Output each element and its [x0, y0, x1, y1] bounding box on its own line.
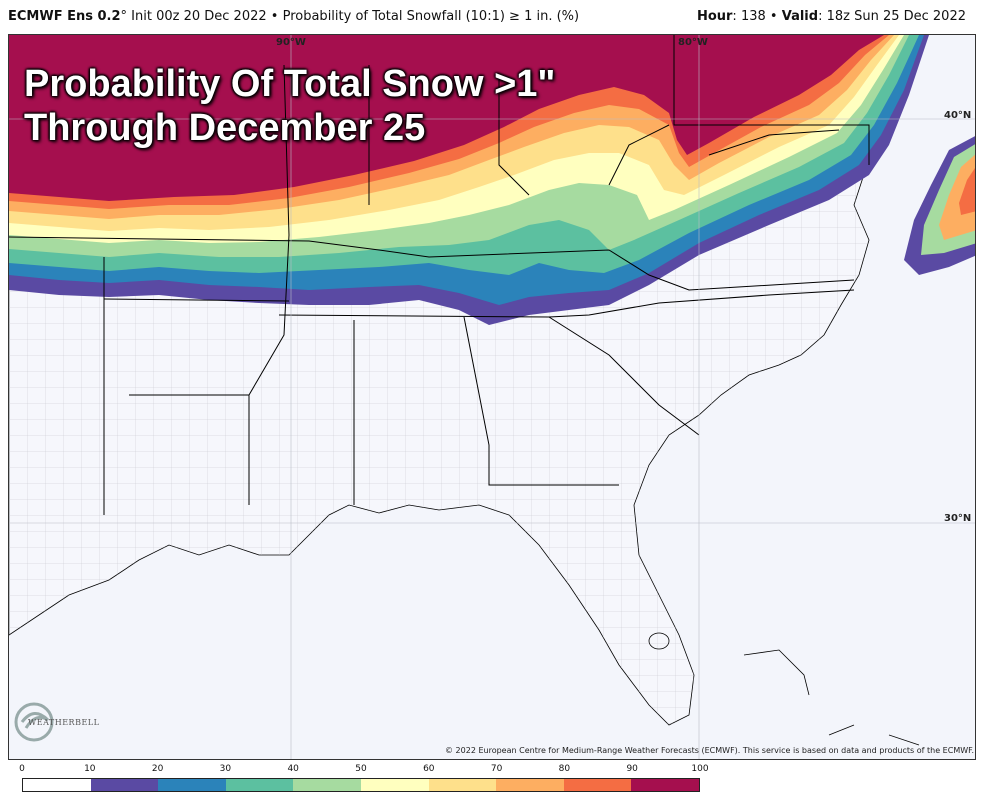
init-time: Init 00z 20 Dec 2022 — [131, 9, 267, 24]
legend-colorbar — [22, 778, 700, 792]
legend-tick-label: 70 — [490, 764, 503, 774]
legend-swatch — [158, 779, 226, 791]
atlantic-band-70 — [939, 154, 975, 240]
legend-swatch — [496, 779, 564, 791]
bullet-2: • — [769, 9, 778, 24]
state-borders — [9, 35, 870, 515]
legend-tick-label: 50 — [355, 764, 367, 774]
atlantic-band-80 — [959, 168, 975, 215]
valid-label: Valid — [781, 9, 819, 24]
legend-tick-label: 20 — [151, 764, 164, 774]
ecmwf-credit: © 2022 European Centre for Medium-Range … — [445, 746, 974, 755]
legend-swatch — [563, 779, 632, 791]
legend-tick-label: 90 — [626, 764, 638, 774]
legend-swatch — [23, 779, 91, 791]
weatherbell-logo-icon — [14, 702, 54, 742]
lat-label-30n: 30°N — [944, 513, 972, 524]
legend-tick-label: 80 — [558, 764, 571, 774]
lake-okeechobee — [648, 632, 670, 650]
model-name: ECMWF Ens 0.2 — [8, 9, 121, 24]
legend-swatch — [631, 779, 699, 791]
header: ECMWF Ens 0.2° Init 00z 20 Dec 2022 • Pr… — [0, 0, 984, 34]
header-left: ECMWF Ens 0.2° Init 00z 20 Dec 2022 • Pr… — [8, 0, 579, 34]
band-90 — [9, 35, 884, 201]
legend-swatch — [293, 779, 361, 791]
legend-tick-label: 40 — [287, 764, 299, 774]
lon-label-90w: 90°W — [276, 37, 306, 48]
weatherbell-logo-text: WEATHERBELL — [28, 718, 100, 727]
overlay-title-line-1: Probability Of Total Snow >1" — [24, 63, 556, 105]
legend-swatch — [225, 779, 294, 791]
legend-swatch — [90, 779, 159, 791]
hour-label: Hour — [696, 9, 733, 24]
legend-tick-label: 10 — [84, 764, 96, 774]
legend-tick-label: 60 — [423, 764, 435, 774]
snow-probability-map — [9, 35, 975, 759]
map-panel — [8, 34, 976, 760]
product-name: Probability of Total Snowfall (10:1) ≥ 1… — [282, 9, 580, 24]
bullet-1: • — [270, 9, 279, 24]
degree-symbol: ° — [120, 9, 128, 24]
legend-swatch — [428, 779, 497, 791]
legend-tick-label: 30 — [219, 764, 232, 774]
legend-ticks: 0 10 20 30 40 50 60 70 80 90 100 — [19, 764, 708, 776]
lon-label-80w: 80°W — [678, 37, 708, 48]
overlay-title-line-2: Through December 25 — [24, 107, 426, 149]
valid-value: 18z Sun 25 Dec 2022 — [826, 9, 966, 24]
bahamas-islands — [743, 649, 920, 746]
overlay-title: Probability Of Total Snow >1" Through De… — [24, 62, 555, 150]
legend-swatch — [360, 779, 429, 791]
legend-tick-label: 0 — [19, 764, 25, 774]
legend-tick-label: 100 — [691, 764, 709, 774]
header-right: Hour: 138 • Valid: 18z Sun 25 Dec 2022 — [696, 9, 966, 24]
hour-value: 138 — [740, 9, 766, 24]
lat-label-40n: 40°N — [944, 110, 972, 121]
